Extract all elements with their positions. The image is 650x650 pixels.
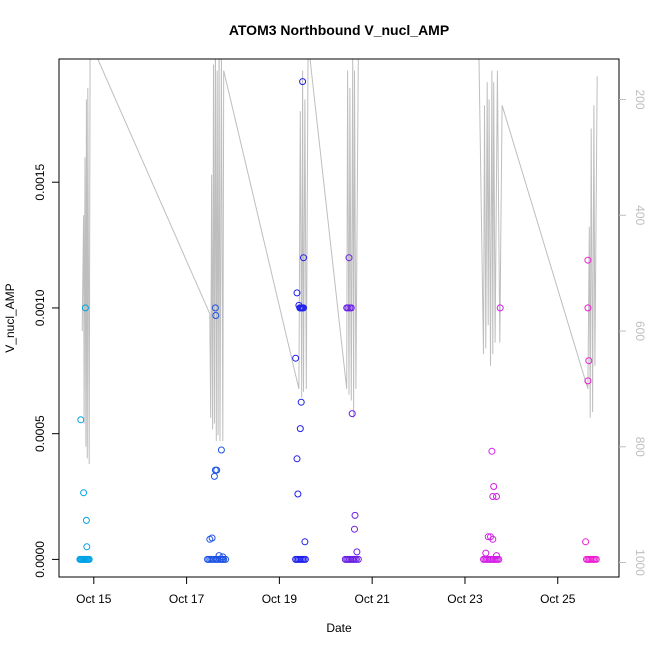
data-point (584, 377, 592, 385)
data-point (489, 493, 497, 500)
data-point (345, 254, 353, 262)
x-tick-label: Oct 25 (540, 592, 576, 606)
data-point (489, 535, 497, 543)
data-point (292, 354, 300, 362)
chart-title: ATOM3 Northbound V_nucl_AMP (229, 22, 449, 38)
data-point (496, 304, 504, 312)
data-point (212, 312, 220, 319)
data-point (293, 455, 301, 463)
x-tick-label: Oct 23 (447, 592, 483, 606)
data-point (354, 555, 362, 563)
data-point (208, 534, 216, 542)
y-tick-label: 0.0010 (33, 289, 47, 326)
data-points-layer (76, 78, 600, 563)
data-point (584, 256, 592, 264)
data-point (352, 555, 360, 563)
data-point (582, 538, 590, 546)
x-tick-label: Oct 21 (354, 592, 390, 606)
right-axis-series-line (81, 59, 598, 465)
data-point (213, 466, 221, 474)
data-point (210, 472, 218, 480)
x-axis: Oct 15 Oct 17 Oct 19 Oct 21 Oct 23 Oct 25 (76, 577, 576, 606)
x-tick-label: Oct 19 (262, 592, 298, 606)
data-point (347, 304, 355, 312)
data-point (80, 489, 88, 497)
data-point (353, 548, 361, 556)
data-point (296, 425, 304, 433)
data-point (482, 549, 490, 557)
data-point (220, 555, 228, 563)
data-point (348, 410, 356, 418)
right-tick-label: 600 (633, 321, 647, 341)
data-point (300, 304, 307, 312)
x-tick-label: Oct 15 (76, 592, 112, 606)
data-point (300, 254, 307, 262)
plot-frame (58, 58, 620, 578)
data-point (211, 304, 219, 312)
data-point (77, 416, 85, 424)
right-tick-label: 200 (633, 89, 647, 109)
data-point (81, 304, 89, 312)
data-point (585, 357, 593, 365)
data-point (301, 538, 309, 546)
data-point (351, 525, 358, 533)
data-point (344, 304, 352, 312)
data-point (82, 516, 90, 524)
data-point (217, 446, 225, 454)
data-point (493, 493, 500, 500)
data-point (490, 483, 498, 490)
right-axis: 200 400 600 800 1000 (619, 89, 647, 576)
data-point (301, 555, 309, 563)
y-tick-label: 0.0005 (33, 415, 47, 452)
right-axis-line-layer (81, 59, 598, 465)
y-axis: 0.0000 0.0005 0.0010 0.0015 (33, 164, 59, 578)
data-point (351, 511, 359, 519)
x-axis-label: Date (326, 621, 352, 635)
data-point (584, 304, 592, 312)
data-point (297, 398, 305, 406)
data-point (222, 555, 230, 563)
y-tick-label: 0.0015 (33, 164, 47, 201)
data-point (85, 555, 93, 563)
data-point (83, 543, 91, 551)
data-point (293, 289, 301, 297)
y-tick-label: 0.0000 (33, 541, 47, 578)
right-tick-label: 1000 (633, 549, 647, 576)
x-tick-label: Oct 17 (169, 592, 205, 606)
data-point (299, 78, 307, 86)
y-axis-label: V_nucl_AMP (3, 283, 17, 352)
data-point (215, 552, 223, 560)
right-tick-label: 800 (633, 437, 647, 457)
data-point (495, 555, 503, 563)
data-point (488, 447, 496, 455)
data-point (592, 555, 600, 563)
data-point (294, 490, 302, 498)
right-tick-label: 400 (633, 205, 647, 225)
